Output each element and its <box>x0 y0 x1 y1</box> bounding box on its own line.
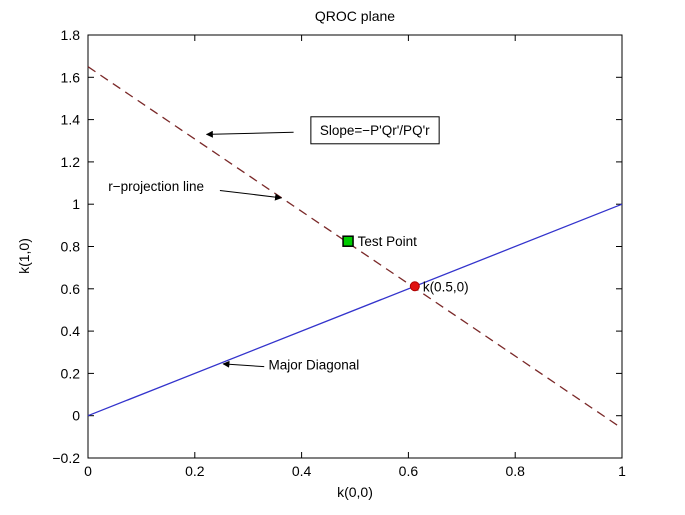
y-tick-label: 0.4 <box>61 323 81 339</box>
slope-annotation-box <box>310 116 440 145</box>
y-tick-label: 1.6 <box>61 69 81 85</box>
chart-title: QROC plane <box>314 8 396 24</box>
major-diagonal-annotation-arrow <box>222 360 265 368</box>
x-tick-label: 0.4 <box>292 463 312 479</box>
major-diagonal-annotation-label: Major Diagonal <box>268 358 359 373</box>
x-tick-label: 1 <box>618 463 626 479</box>
y-tick-label: 0.8 <box>61 239 81 255</box>
y-tick-label: 0.6 <box>61 281 81 297</box>
test-point-marker <box>342 235 354 247</box>
y-tick-label: 0.2 <box>61 365 81 381</box>
r-projection-annotation-label: r−projection line <box>108 179 204 194</box>
y-tick-label: 1 <box>72 196 80 212</box>
y-tick-label: 1.2 <box>61 154 81 170</box>
intersection-annotation-label: k(0.5,0) <box>423 279 469 294</box>
x-tick-label: 0 <box>84 463 92 479</box>
x-tick-label: 0.2 <box>185 463 205 479</box>
x-axis-label: k(0,0) <box>337 484 373 500</box>
y-tick-label: −0.2 <box>52 450 80 466</box>
y-tick-label: 1.8 <box>61 27 81 43</box>
x-tick-label: 0.6 <box>399 463 419 479</box>
series-r-projection-line <box>87 66 623 429</box>
x-tick-label: 0.8 <box>505 463 525 479</box>
y-tick-label: 1.4 <box>61 112 81 128</box>
intersection-marker <box>409 281 420 292</box>
axes-box <box>87 34 623 459</box>
r-projection-annotation-arrow <box>219 189 283 201</box>
y-tick-label: 0 <box>72 408 80 424</box>
slope-annotation-arrow <box>205 130 294 138</box>
series-major-diagonal <box>87 203 623 417</box>
slope-annotation-label: Slope=−P'Qr'/PQ'r <box>320 123 430 138</box>
test-point-annotation-label: Test Point <box>358 234 418 249</box>
